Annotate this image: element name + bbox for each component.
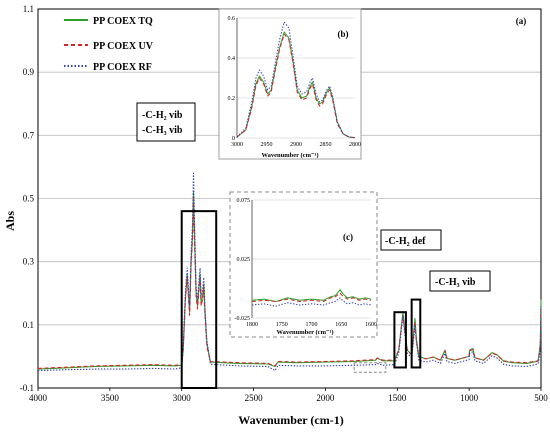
- y-tick-label-5: 0.9: [23, 67, 35, 77]
- highlight-box-0: [180, 210, 218, 389]
- annotation-ch3-vib-box: [429, 270, 491, 292]
- inset-b-x-tick-0: 3000: [231, 142, 243, 148]
- inset-c-series-line-0: [251, 289, 372, 302]
- x-axis-title: Wavenumber (cm-1): [238, 413, 343, 427]
- annotation-ch3-vib-text: -C-H₃ vib: [142, 125, 183, 136]
- inset-b-xlabel: Wavenumber (cm⁻¹): [261, 152, 318, 159]
- inset-c-frame: [229, 191, 378, 338]
- x-tick-label-4: 2000: [316, 393, 335, 403]
- inset-b-x-tick-4: 2800: [349, 142, 361, 148]
- inset-b-y-tick-1: 0.2: [228, 96, 236, 102]
- highlight-box-1: [393, 311, 407, 369]
- inset-b-x-tick-1: 2950: [261, 142, 273, 148]
- inset-b-label: (b): [338, 29, 349, 39]
- inset-b-grid: [236, 17, 355, 139]
- highlight-box-3: [353, 362, 387, 373]
- legend-label-rf: PP COEX RF: [93, 62, 152, 73]
- inset-c-x-tick-0: 1800: [246, 322, 258, 328]
- inset-c-x-tick-1: 1750: [276, 322, 288, 328]
- inset-b-y-tick-2: 0.4: [228, 56, 236, 62]
- inset-b-x-tick-2: 2900: [290, 142, 302, 148]
- inset-c-xlabel: Wavenumber (cm⁻¹): [276, 329, 333, 336]
- annotation-ch-vib-box: [136, 102, 196, 142]
- series-line-2: [37, 172, 542, 372]
- inset-c-series-line-1: [251, 292, 372, 302]
- inset-c-x-tick-4: 1600: [365, 322, 377, 328]
- inset-c-series: [251, 289, 372, 307]
- annotation-ch3-vib: -C-H₃ vib: [429, 270, 491, 292]
- y-axis-title: Abs: [3, 211, 17, 231]
- annotation-ch2-vib-text: -C-H₂ vib: [142, 110, 183, 121]
- inset-b-y-tick-0: 0: [232, 136, 235, 142]
- inset-c-x-tick-3: 1650: [335, 322, 347, 328]
- inset-c: -0.025 0.025 0.075 1800 1750 1700 1650 1600 (c)…: [229, 191, 378, 338]
- y-tick-label-4: 0.7: [23, 130, 35, 140]
- annotation-ch2-def-box: [380, 229, 442, 251]
- annotation-ch3-vib-text: -C-H₃ vib: [435, 277, 476, 288]
- main-series: [37, 172, 542, 372]
- y-tick-label-2: 0.3: [23, 257, 35, 267]
- inset-b-series: [236, 21, 356, 139]
- series-line-1: [37, 197, 542, 369]
- x-tick-label-7: 500: [534, 393, 548, 403]
- y-tick-label-1: 0.1: [23, 320, 34, 330]
- inset-c-x-tick-2: 1700: [306, 322, 318, 328]
- inset-b-x-tick-3: 2850: [320, 142, 332, 148]
- inset-c-label: (c): [343, 232, 353, 242]
- x-tick-label-3: 2500: [245, 393, 264, 403]
- inset-c-ticks: -0.025 0.025 0.075 1800 1750 1700 1650 1600: [235, 198, 378, 328]
- annotation-ch2-def: -C-H₂ def: [380, 229, 442, 251]
- x-tick-label-0: 4000: [29, 393, 48, 403]
- panel-label-a: (a): [516, 16, 527, 26]
- inset-c-y-tick-2: 0.075: [237, 198, 251, 204]
- inset-c-series-line-2: [251, 297, 372, 307]
- highlight-box-2: [410, 298, 422, 369]
- inset-b: 0 0.2 0.4 0.6 3000 2950 2900 2850 2800 (b) Waven…: [218, 8, 362, 160]
- inset-c-y-tick-1: 0.025: [237, 257, 251, 263]
- x-tick-label-6: 1000: [460, 393, 479, 403]
- inset-b-y-tick-3: 0.6: [228, 16, 236, 22]
- y-tick-label-6: 1.1: [23, 4, 34, 14]
- inset-b-series-line-2: [236, 21, 356, 139]
- legend-label-uv: PP COEX UV: [93, 41, 154, 52]
- x-tick-label-2: 3000: [173, 393, 192, 403]
- x-tick-label-1: 3500: [101, 393, 120, 403]
- annotation-ch-vib: -C-H₂ vib -C-H₃ vib: [136, 102, 196, 142]
- inset-c-y-tick-0: -0.025: [235, 316, 251, 322]
- inset-b-series-line-1: [236, 33, 356, 139]
- y-tick-label-3: 0.5: [23, 194, 35, 204]
- inset-b-ticks: 0 0.2 0.4 0.6 3000 2950 2900 2850 2800: [228, 16, 362, 148]
- x-tick-labels: 4000 3500 3000 2500 2000 1500 1000 500: [29, 388, 548, 403]
- legend-label-tq: PP COEX TQ: [93, 16, 153, 27]
- highlight-boxes: [180, 210, 422, 389]
- inset-c-grid: [251, 199, 371, 319]
- inset-b-frame: [218, 8, 362, 160]
- annotation-ch2-def-text: -C-H₂ def: [385, 236, 426, 247]
- inset-b-series-line-0: [236, 31, 356, 139]
- y-tick-label-0: -0.1: [20, 383, 34, 393]
- legend: PP COEX TQ PP COEX UV PP COEX RF: [64, 16, 154, 73]
- y-tick-labels: -0.1 0.1 0.3 0.5 0.7 0.9 1.1: [20, 4, 35, 393]
- x-tick-label-5: 1500: [388, 393, 407, 403]
